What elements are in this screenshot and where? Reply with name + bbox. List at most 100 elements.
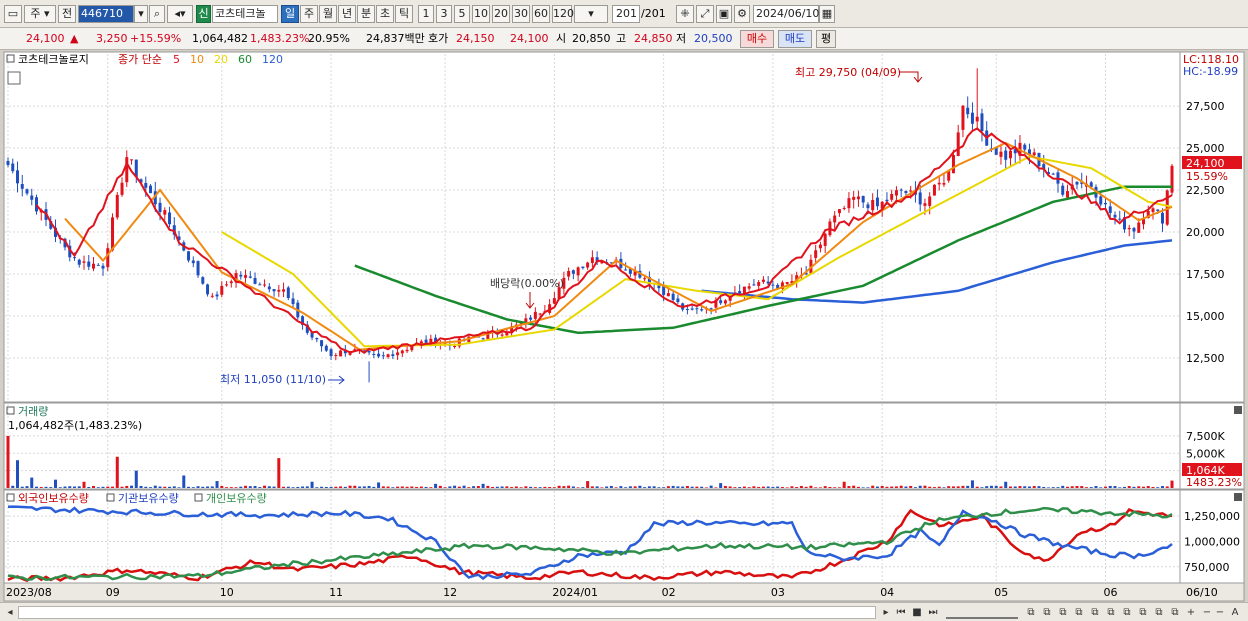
candle-body	[966, 107, 970, 115]
interval-button[interactable]: 3	[436, 5, 452, 23]
search-icon[interactable]: ⌕	[149, 5, 165, 23]
candle-body	[866, 204, 870, 209]
volume-bar	[571, 486, 575, 488]
y-tick-label: 27,500	[1186, 100, 1225, 113]
stock-chart[interactable]: 12,500 15,000 17,500 20,000 22,500 25,000 27,5…	[0, 50, 1248, 602]
candle-body	[728, 296, 732, 301]
gear-icon[interactable]: ⚙	[734, 5, 750, 23]
x-tick-label: 06/10	[1186, 586, 1218, 599]
volume-bar	[120, 486, 124, 488]
rewind-icon[interactable]: ⏮	[896, 607, 906, 618]
layout-icon[interactable]: ⧉	[1107, 607, 1115, 618]
period-tab[interactable]: 일	[281, 5, 299, 23]
candle-body	[524, 318, 528, 323]
period-tab[interactable]: 분	[357, 5, 375, 23]
period-tab[interactable]: 년	[338, 5, 356, 23]
legend-toggle-icon[interactable]	[106, 493, 115, 502]
chart-scrollbar[interactable]: ◂ ▸ ⏮ ■ ⏭ ⧉ ⧉ ⧉ ⧉ ⧉ ⧉ ⧉ ⧉ ⧉ ⧉ + − − A	[0, 602, 1248, 621]
close-panel-icon[interactable]	[1234, 493, 1242, 501]
candle-body	[557, 287, 561, 300]
interval-button[interactable]: 1	[418, 5, 434, 23]
interval-dropdown[interactable]: ▾	[574, 5, 608, 23]
y-tick-label: 22,500	[1186, 184, 1225, 197]
period-tab[interactable]: 월	[319, 5, 337, 23]
save-icon[interactable]: ▣	[716, 5, 732, 23]
scroll-track[interactable]	[18, 606, 876, 619]
volume-bar	[419, 486, 423, 488]
candle-body	[662, 286, 666, 295]
legend-toggle-icon[interactable]	[6, 493, 15, 502]
volume-bar	[1046, 487, 1050, 488]
minus-icon[interactable]: −	[1215, 607, 1225, 618]
chart-type-icon[interactable]: ▭	[4, 5, 22, 23]
interval-button[interactable]: 60	[532, 5, 550, 23]
candle-body	[1065, 191, 1069, 198]
volume-grid	[5, 404, 1179, 488]
volume-bar	[400, 486, 404, 488]
period-tab[interactable]: 초	[376, 5, 394, 23]
interval-button[interactable]: 30	[512, 5, 530, 23]
interval-button[interactable]: 10	[472, 5, 490, 23]
calendar-icon[interactable]: ▦	[819, 5, 835, 23]
sound-icon[interactable]: ◂▾	[167, 5, 193, 23]
layout-icon[interactable]: ⧉	[1091, 607, 1099, 618]
ma-line	[701, 239, 1173, 304]
zoom-slider[interactable]	[946, 606, 1018, 619]
volume-bar	[519, 487, 523, 488]
crosshair-icon[interactable]: ⁜	[676, 5, 694, 23]
volume-bar	[334, 486, 338, 488]
scroll-left-icon[interactable]: ◂	[7, 607, 13, 618]
code-dropdown-button[interactable]: ▾	[134, 5, 148, 23]
volume-bar	[809, 485, 813, 488]
candle-body	[301, 316, 305, 325]
interval-button[interactable]: 20	[492, 5, 510, 23]
candle-body	[367, 350, 371, 353]
scroll-right-icon[interactable]: ▸	[883, 607, 889, 618]
draw-tool-icon[interactable]: ⤢	[696, 5, 714, 23]
evaluate-button[interactable]: 평	[816, 30, 836, 48]
volume-bar	[1089, 487, 1093, 488]
candle-body	[657, 285, 661, 289]
buy-button[interactable]: 매수	[740, 30, 774, 48]
open-price: 20,850	[572, 32, 611, 45]
volume-bar	[267, 486, 271, 488]
close-panel-icon[interactable]	[1234, 406, 1242, 414]
candle-body	[961, 105, 965, 130]
zoom-in-icon[interactable]: +	[1186, 607, 1196, 618]
layout-icon[interactable]: ⧉	[1171, 607, 1179, 618]
layout-icon[interactable]: ⧉	[1155, 607, 1163, 618]
layout-icon[interactable]: ⧉	[1075, 607, 1083, 618]
bar-count-input[interactable]: 201	[612, 5, 640, 23]
period-tab[interactable]: 틱	[395, 5, 413, 23]
volume-bar	[799, 486, 803, 488]
font-size-icon[interactable]: A	[1231, 607, 1239, 618]
volume-bar	[904, 486, 908, 488]
stock-code-input[interactable]: 446710	[78, 5, 134, 23]
candle-body	[92, 263, 96, 269]
volume-bar	[567, 485, 571, 488]
legend-toggle-icon[interactable]	[194, 493, 203, 502]
legend-toggle-icon[interactable]	[6, 406, 15, 415]
volume-bar	[961, 485, 965, 488]
layout-icon[interactable]: ⧉	[1059, 607, 1067, 618]
layout-icon[interactable]: ⧉	[1123, 607, 1131, 618]
period-tab[interactable]: 주	[300, 5, 318, 23]
date-input[interactable]: 2024/06/10	[753, 5, 819, 23]
volume-bar	[861, 487, 865, 488]
market-select[interactable]: 주 ▾	[24, 5, 56, 23]
legend-toggle-icon[interactable]	[6, 54, 15, 63]
zoom-out-icon[interactable]: −	[1202, 607, 1212, 618]
volume-bar	[434, 483, 438, 488]
sell-button[interactable]: 매도	[778, 30, 812, 48]
interval-button[interactable]: 5	[454, 5, 470, 23]
candle-body	[49, 221, 53, 229]
panel-menu-icon[interactable]	[7, 71, 21, 85]
volume-bar	[795, 487, 799, 488]
fast-forward-icon[interactable]: ⏭	[928, 607, 938, 618]
stop-icon[interactable]: ■	[912, 607, 922, 618]
prev-stock-button[interactable]: 전	[58, 5, 76, 23]
layout-icon[interactable]: ⧉	[1043, 607, 1051, 618]
layout-icon[interactable]: ⧉	[1027, 607, 1035, 618]
layout-icon[interactable]: ⧉	[1139, 607, 1147, 618]
interval-button[interactable]: 120	[552, 5, 574, 23]
